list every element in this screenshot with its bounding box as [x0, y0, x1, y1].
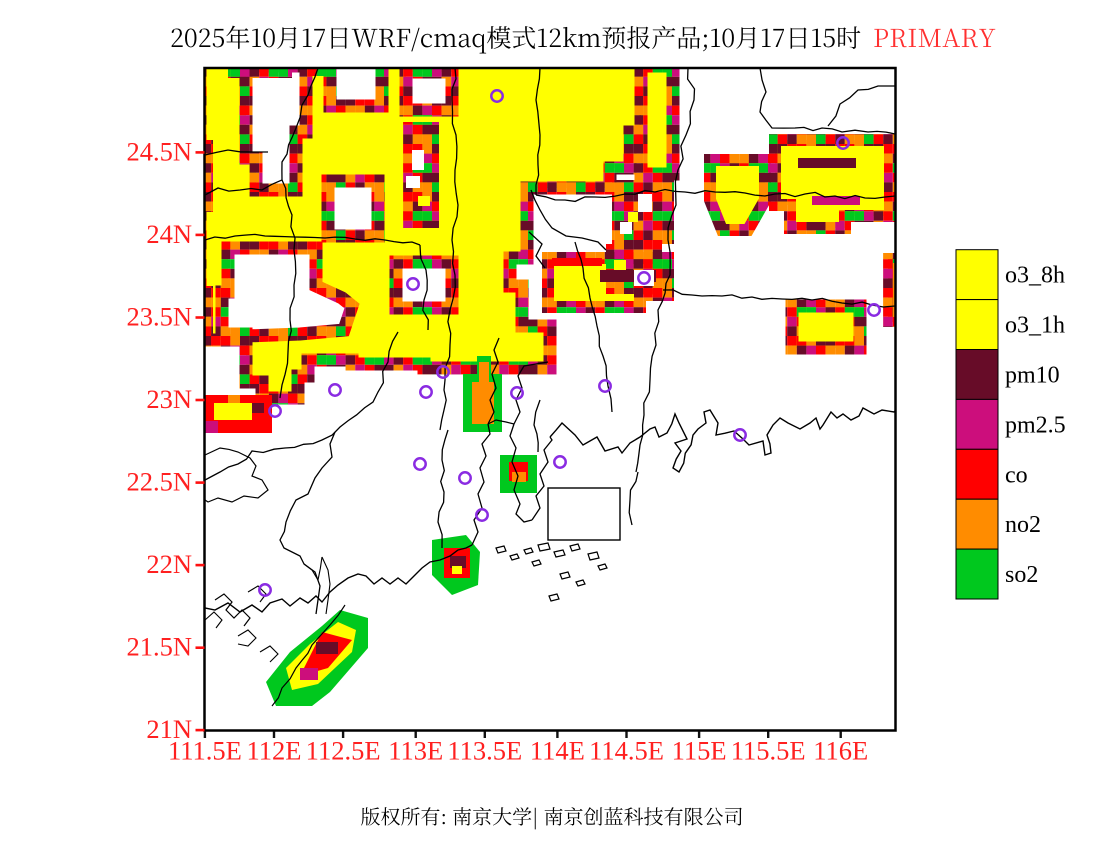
svg-text:pm10: pm10	[1005, 363, 1060, 389]
svg-text:113.5E: 113.5E	[447, 736, 522, 766]
svg-text:115E: 115E	[672, 736, 727, 766]
svg-text:114.5E: 114.5E	[589, 736, 664, 766]
svg-text:112.5E: 112.5E	[306, 736, 381, 766]
svg-text:22N: 22N	[146, 549, 192, 579]
svg-text:111.5E: 111.5E	[168, 736, 242, 766]
svg-text:116E: 116E	[813, 736, 868, 766]
svg-text:22.5N: 22.5N	[126, 467, 192, 497]
svg-text:112E: 112E	[247, 736, 302, 766]
svg-text:co: co	[1005, 462, 1028, 488]
svg-text:o3_1h: o3_1h	[1005, 313, 1065, 339]
svg-text:114E: 114E	[530, 736, 585, 766]
svg-text:23.5N: 23.5N	[126, 301, 192, 331]
svg-text:24.5N: 24.5N	[126, 136, 192, 166]
svg-text:21.5N: 21.5N	[126, 632, 192, 662]
svg-text:so2: so2	[1005, 562, 1038, 588]
svg-text:o3_8h: o3_8h	[1005, 263, 1065, 289]
svg-text:24N: 24N	[146, 219, 192, 249]
svg-text:113E: 113E	[388, 736, 443, 766]
svg-text:no2: no2	[1005, 512, 1041, 538]
svg-text:21N: 21N	[146, 714, 192, 744]
svg-text:23N: 23N	[146, 384, 192, 414]
svg-text:115.5E: 115.5E	[731, 736, 806, 766]
svg-text:pm2.5: pm2.5	[1005, 412, 1066, 438]
